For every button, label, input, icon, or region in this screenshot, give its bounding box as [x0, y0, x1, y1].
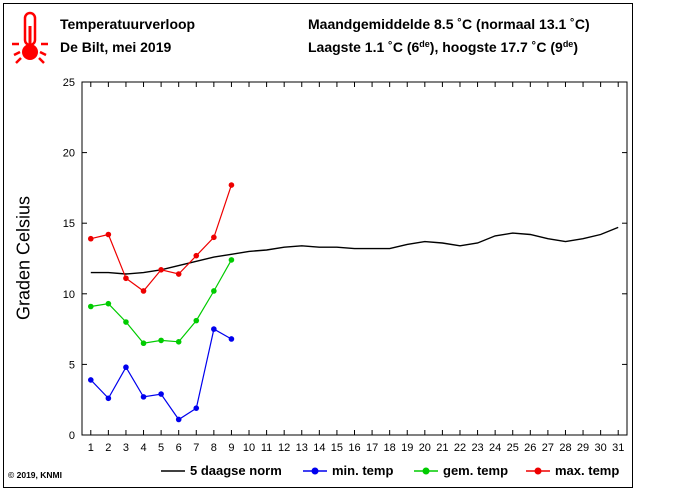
x-tick-label: 11	[261, 442, 272, 454]
chart-title: Temperatuurverloop	[60, 16, 196, 32]
highest-text: ), hoogste 17.7 ˚C (9	[429, 39, 563, 55]
legend-max-swatch	[526, 467, 550, 475]
x-tick-label: 30	[595, 442, 607, 454]
data-point-min	[158, 391, 164, 397]
data-point-max	[193, 252, 200, 259]
x-tick-label: 25	[507, 442, 519, 454]
lowest-ordinal: de	[419, 39, 430, 49]
x-tick-label: 15	[331, 442, 343, 454]
data-point-min	[87, 377, 94, 383]
x-tick-label: 20	[419, 442, 431, 454]
x-tick-label: 23	[471, 442, 483, 454]
x-tick-label: 7	[193, 442, 199, 454]
data-point-min	[193, 405, 200, 411]
data-point-max	[140, 288, 147, 294]
x-tick-label: 13	[296, 442, 308, 454]
data-point-max	[87, 235, 94, 242]
data-point-min	[175, 416, 182, 423]
data-point-mean	[228, 257, 235, 263]
extremes-text: Laagste 1.1 ˚C (6de), hoogste 17.7 ˚C (9…	[308, 39, 578, 55]
highest-suffix: )	[573, 39, 578, 55]
thermometer-icon	[12, 11, 48, 64]
y-tick-label: 5	[69, 359, 75, 371]
x-tick-label: 19	[401, 442, 413, 454]
x-tick-label: 17	[366, 442, 378, 454]
x-tick-label: 24	[489, 442, 501, 454]
data-point-mean	[87, 303, 94, 310]
data-point-max	[211, 234, 217, 241]
x-tick-label: 12	[278, 442, 290, 454]
y-tick-label: 0	[69, 430, 75, 442]
data-point-min	[105, 395, 112, 402]
monthly-mean-text: Maandgemiddelde 8.5 ˚C (normaal 13.1 ˚C)	[308, 16, 590, 32]
data-point-mean	[123, 319, 129, 325]
x-tick-label: 5	[158, 442, 164, 454]
legend-norm-swatch	[161, 470, 185, 472]
y-tick-label: 25	[63, 77, 75, 89]
x-tick-label: 4	[140, 442, 146, 454]
copyright-text: © 2019, KNMI	[8, 470, 62, 480]
data-point-max	[123, 275, 129, 282]
x-tick-label: 8	[211, 442, 217, 454]
x-tick-label: 18	[384, 442, 396, 454]
x-tick-label: 27	[542, 442, 554, 454]
chart-subtitle: De Bilt, mei 2019	[60, 39, 172, 55]
x-tick-label: 10	[243, 442, 255, 454]
lowest-text: Laagste 1.1 ˚C (6	[308, 39, 420, 55]
data-point-mean	[158, 337, 164, 344]
legend-max-label: max. temp	[555, 463, 620, 478]
highest-ordinal: de	[562, 39, 574, 49]
x-tick-label: 6	[176, 442, 182, 454]
x-tick-label: 3	[123, 442, 129, 454]
x-tick-label: 2	[105, 442, 111, 454]
data-point-min	[123, 364, 129, 371]
x-tick-label: 28	[559, 442, 571, 454]
x-tick-label: 22	[454, 442, 466, 454]
data-point-min	[140, 394, 147, 400]
data-point-max	[175, 271, 182, 277]
x-tick-label: 26	[524, 442, 536, 454]
data-point-mean	[193, 317, 200, 324]
data-point-max	[158, 266, 164, 273]
data-point-mean	[140, 340, 147, 347]
y-tick-label: 20	[63, 148, 75, 160]
chart-frame	[3, 3, 633, 488]
x-tick-label: 9	[228, 442, 234, 454]
x-tick-label: 31	[612, 442, 624, 454]
data-point-mean	[105, 300, 112, 307]
data-point-mean	[175, 339, 182, 345]
y-tick-label: 10	[63, 289, 75, 301]
x-tick-label: 29	[577, 442, 589, 454]
data-point-mean	[211, 288, 217, 294]
legend-mean-swatch	[414, 467, 438, 475]
legend-min-swatch	[303, 467, 327, 475]
legend-mean-label: gem. temp	[443, 463, 509, 478]
x-tick-label: 14	[313, 442, 325, 454]
legend-norm-label: 5 daagse norm	[190, 463, 282, 478]
y-tick-label: 15	[63, 218, 75, 230]
x-tick-label: 16	[348, 442, 360, 454]
data-point-min	[228, 336, 235, 342]
x-tick-label: 21	[436, 442, 448, 454]
data-point-max	[228, 182, 235, 188]
x-tick-label: 1	[88, 442, 94, 454]
plot-area-border	[81, 81, 628, 436]
series-line-norm	[90, 226, 619, 275]
legend-min-label: min. temp	[332, 463, 394, 478]
data-point-max	[105, 231, 112, 238]
data-point-min	[211, 326, 217, 332]
series-line-max	[90, 184, 232, 292]
